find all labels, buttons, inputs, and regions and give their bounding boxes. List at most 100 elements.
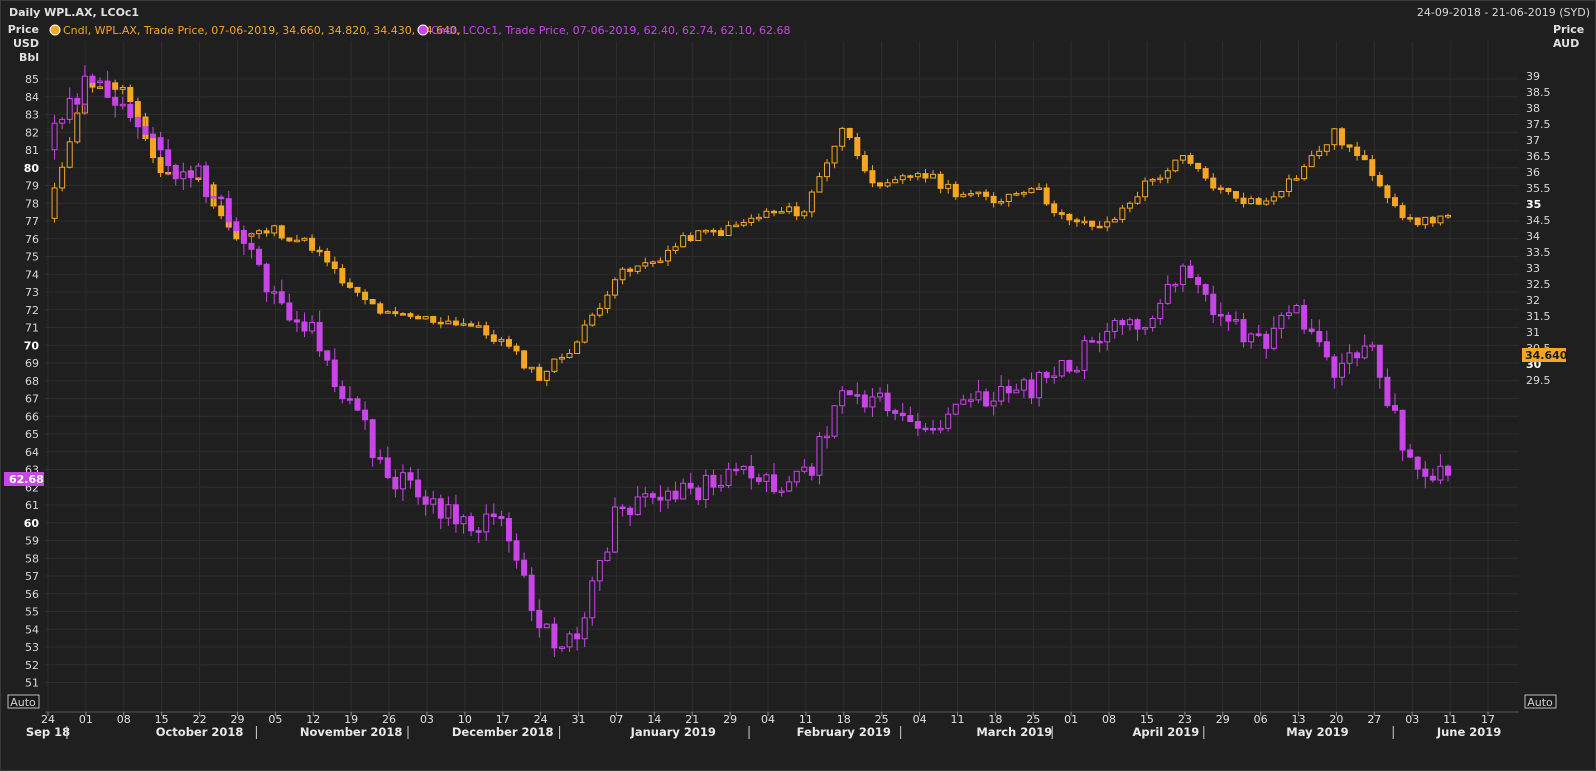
wpl-candle xyxy=(256,229,263,239)
lco-candle xyxy=(710,469,717,496)
lco-candle xyxy=(1263,330,1270,359)
wpl-candle xyxy=(369,298,376,305)
right-axis-title: Price AUD xyxy=(1553,23,1584,50)
left-tick-label: 54 xyxy=(25,623,39,636)
lco-candle xyxy=(210,185,217,208)
x-month-label: June 2019 xyxy=(1436,725,1501,739)
wpl-candle xyxy=(604,291,611,314)
wpl-candle xyxy=(793,202,800,221)
wpl-candle xyxy=(1285,174,1292,197)
last-wpl-marker: 34.640 xyxy=(1522,348,1568,362)
lco-candle xyxy=(551,617,558,657)
lco-candle xyxy=(1270,316,1277,351)
lco-candle xyxy=(127,101,134,122)
wpl-candle xyxy=(899,173,906,185)
wpl-candle xyxy=(354,286,361,297)
wpl-candle xyxy=(1164,167,1171,184)
wpl-candle xyxy=(1293,175,1300,182)
lco-candle xyxy=(339,380,346,404)
right-axis: 29.53030.53131.53232.53333.53434.53535.5… xyxy=(1526,70,1551,387)
right-tick-label: 34.5 xyxy=(1526,214,1551,227)
wpl-candle xyxy=(581,319,588,344)
lco-candle xyxy=(369,418,376,467)
lco-candle xyxy=(717,474,724,492)
x-day-label: 08 xyxy=(117,713,131,726)
lco-candle xyxy=(293,311,300,332)
wpl-candle xyxy=(1066,213,1073,226)
wpl-candle xyxy=(710,228,717,236)
wpl-candle xyxy=(854,133,861,160)
lco-candle xyxy=(309,315,316,335)
auto-right-button[interactable]: Auto xyxy=(1524,694,1557,709)
wpl-candle xyxy=(649,260,656,267)
x-day-label: 20 xyxy=(1329,713,1343,726)
x-day-label: 18 xyxy=(988,713,1002,726)
wpl-candle xyxy=(1263,197,1270,206)
wpl-candle xyxy=(824,159,831,182)
x-month-label: March 2019 xyxy=(976,725,1052,739)
wpl-candle xyxy=(218,200,225,220)
wpl-candle xyxy=(1043,183,1050,206)
wpl-candle xyxy=(1202,166,1209,181)
last-wpl-label: 34.640 xyxy=(1525,349,1568,362)
wpl-candle xyxy=(1149,178,1156,186)
lco-candle xyxy=(536,599,543,638)
lco-candle xyxy=(1066,359,1073,374)
lco-candle xyxy=(945,407,952,432)
wpl-candle xyxy=(263,227,270,237)
right-tick-label: 38 xyxy=(1526,102,1540,115)
wpl-candle xyxy=(1020,190,1027,198)
left-tick-label: 67 xyxy=(25,393,39,406)
wpl-candle xyxy=(271,224,278,237)
wpl-candle xyxy=(551,358,558,374)
wpl-candle xyxy=(1089,220,1096,231)
lco-candle xyxy=(861,390,868,413)
lco-candle xyxy=(445,496,452,526)
right-axis-title-line-2: AUD xyxy=(1553,37,1579,50)
left-tick-label: 65 xyxy=(25,428,39,441)
wpl-candle xyxy=(627,266,634,277)
left-axis-title: Price USD Bbl xyxy=(8,23,39,64)
x-day-label: 21 xyxy=(685,713,699,726)
lco-candle xyxy=(680,478,687,500)
lco-candle xyxy=(301,312,308,338)
wpl-candle xyxy=(301,237,308,242)
left-tick-label: 79 xyxy=(25,180,39,193)
wpl-candle xyxy=(521,350,528,370)
wpl-candle xyxy=(687,232,694,242)
lco-candle xyxy=(278,279,285,306)
lco-candle xyxy=(1308,319,1315,335)
lco-candle xyxy=(1391,393,1398,414)
lco-candle xyxy=(468,512,475,537)
wpl-candle xyxy=(536,363,543,381)
lco-candle xyxy=(392,469,399,498)
lco-candle xyxy=(664,487,671,509)
wpl-candle xyxy=(1407,214,1414,223)
x-day-label: 06 xyxy=(1254,713,1268,726)
wpl-candle xyxy=(642,257,649,269)
right-tick-label: 31 xyxy=(1526,326,1540,339)
wpl-candle xyxy=(884,178,891,188)
lco-candle xyxy=(271,285,278,305)
right-tick-label: 35 xyxy=(1526,198,1541,211)
wpl-candle xyxy=(801,209,808,219)
candles-layer xyxy=(51,65,1451,657)
x-day-label: 15 xyxy=(1140,713,1154,726)
lco-candle xyxy=(581,612,588,647)
wpl-candle xyxy=(861,150,868,174)
wpl-candle xyxy=(1210,173,1217,192)
lco-candle xyxy=(869,388,876,418)
wpl-candle xyxy=(112,79,119,93)
wpl-candle xyxy=(475,321,482,328)
wpl-candle xyxy=(66,137,73,169)
wpl-candle xyxy=(1278,190,1285,199)
wpl-candle xyxy=(839,126,846,151)
wpl-candle xyxy=(1414,217,1421,228)
left-tick-label: 55 xyxy=(25,606,39,619)
lco-candle xyxy=(930,419,937,435)
lco-candle xyxy=(1142,326,1149,335)
lco-candle xyxy=(611,497,618,554)
auto-left-button[interactable]: Auto xyxy=(7,694,40,709)
wpl-candle xyxy=(1142,177,1149,202)
